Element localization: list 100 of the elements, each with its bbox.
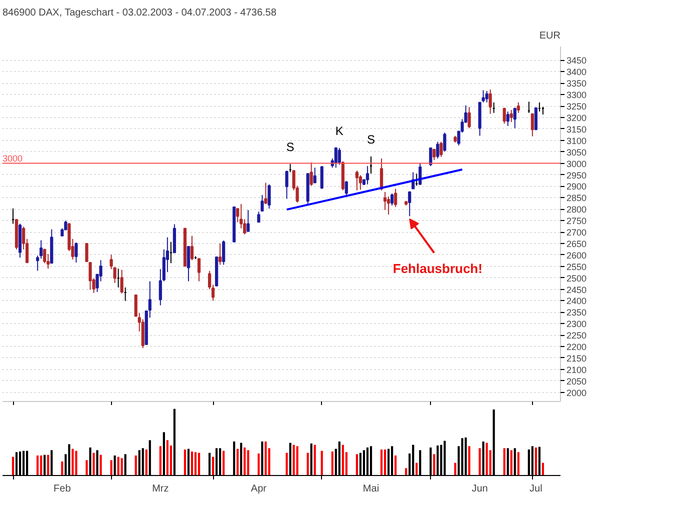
y-tick-label: 3050 — [566, 147, 587, 158]
bar — [212, 456, 214, 476]
bar — [198, 452, 200, 476]
bar — [503, 448, 506, 476]
candlestick — [383, 191, 387, 211]
bar — [286, 452, 288, 476]
candlestick — [390, 193, 394, 206]
bar — [244, 448, 246, 476]
annotation: Fehlausbruch! — [392, 260, 482, 276]
y-tick-label: 3200 — [566, 113, 587, 123]
y-tick-label: 2500 — [566, 273, 587, 284]
y-tick-label: 2850 — [566, 193, 587, 204]
ref-line-label: 3000 — [2, 153, 23, 164]
bar — [264, 442, 267, 476]
bar — [534, 448, 537, 476]
candlestick — [443, 132, 446, 152]
y-tick-label: 3150 — [566, 124, 587, 134]
y-tick-label: 2200 — [566, 342, 587, 352]
bar — [75, 450, 78, 476]
y-tick-label: 3300 — [566, 90, 587, 100]
candlestick — [358, 174, 362, 190]
bar — [478, 448, 481, 476]
y-tick-label: 2100 — [566, 364, 587, 375]
candlestick — [510, 109, 513, 123]
candlestick — [432, 148, 436, 161]
bar — [110, 460, 112, 476]
bar — [72, 448, 74, 476]
bar — [47, 454, 50, 476]
candlestick — [513, 107, 516, 129]
y-tick-label: 3100 — [566, 136, 587, 146]
x-tick-label: Jun — [472, 484, 488, 494]
candlestick — [440, 141, 443, 158]
candlestick — [436, 141, 440, 159]
bar — [542, 462, 544, 476]
y-tick-label: 2950 — [566, 170, 587, 180]
candlestick — [190, 235, 194, 261]
annotation: S — [286, 140, 294, 154]
candlestick — [530, 113, 534, 137]
candlestick — [488, 89, 492, 114]
candlestick — [338, 147, 341, 166]
candlestick — [386, 196, 390, 216]
x-tick-label: Mai — [362, 484, 380, 494]
candlestick — [310, 162, 313, 186]
candlestick — [260, 194, 264, 212]
y-tick-label: 3350 — [566, 78, 587, 89]
y-axis-title: EUR — [539, 30, 561, 42]
bar — [510, 450, 512, 476]
candlestick — [88, 262, 92, 290]
bar — [258, 454, 260, 476]
y-tick-label: 2150 — [566, 353, 587, 364]
candlestick — [334, 146, 338, 168]
candlestick — [502, 107, 506, 124]
candlestick — [74, 242, 78, 263]
candlestick — [197, 258, 201, 282]
bar — [190, 452, 194, 476]
y-tick-label: 2350 — [566, 308, 587, 318]
candlestick — [186, 246, 190, 282]
y-tick-label: 2750 — [566, 216, 587, 226]
y-tick-label: 3400 — [566, 67, 587, 78]
bar — [405, 468, 408, 476]
bar — [92, 452, 95, 476]
bar — [380, 450, 383, 476]
bar — [394, 456, 397, 476]
candlestick — [534, 107, 538, 130]
bar — [517, 452, 520, 476]
y-tick-label: 2800 — [566, 204, 587, 215]
bar — [314, 444, 316, 476]
bar — [117, 456, 120, 476]
candlestick — [320, 166, 324, 190]
bar — [166, 440, 168, 476]
candlestick — [285, 170, 288, 200]
candlestick — [429, 147, 432, 167]
chart-title: 846900 DAX, Tageschart - 03.02.2003 - 04.07.2003 - 4736.58 — [2, 8, 277, 18]
y-tick-label: 2450 — [566, 284, 587, 295]
annotation: K — [335, 124, 344, 138]
bar — [486, 442, 488, 476]
y-tick-label: 2400 — [566, 296, 587, 306]
x-tick-label: Feb — [54, 484, 72, 494]
y-tick-label: 3450 — [566, 56, 587, 66]
y-tick-label: 2600 — [566, 250, 587, 260]
candlestick — [120, 269, 124, 294]
candlestick — [246, 210, 250, 232]
bar — [159, 446, 162, 476]
bar — [36, 456, 39, 476]
candlestick — [268, 184, 271, 210]
y-tick-label: 2050 — [566, 376, 587, 386]
bar — [61, 462, 64, 476]
bar — [40, 456, 42, 476]
y-tick-label: 3250 — [566, 102, 587, 112]
candlestick — [257, 211, 260, 223]
bar — [12, 456, 14, 476]
candlestick — [344, 180, 348, 196]
bar — [342, 444, 344, 476]
bar — [145, 450, 148, 476]
annotation: S — [366, 132, 376, 146]
bar — [86, 460, 88, 476]
x-tick-label: Apr — [250, 484, 268, 494]
x-tick-label: Jul — [530, 484, 542, 494]
bar — [100, 454, 102, 476]
bar — [320, 450, 323, 476]
